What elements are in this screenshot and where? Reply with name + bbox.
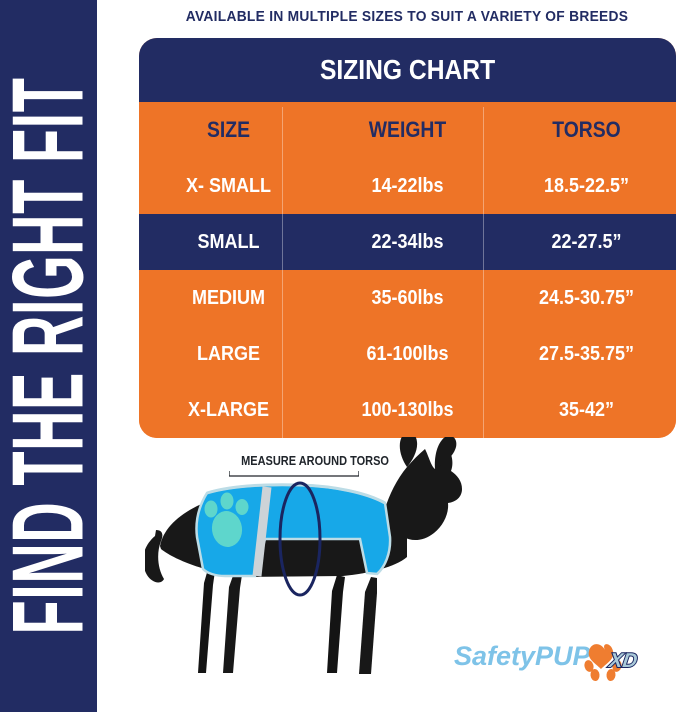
svg-text:XD: XD bbox=[607, 650, 639, 672]
svg-text:SafetyPUP: SafetyPUP bbox=[454, 641, 592, 671]
